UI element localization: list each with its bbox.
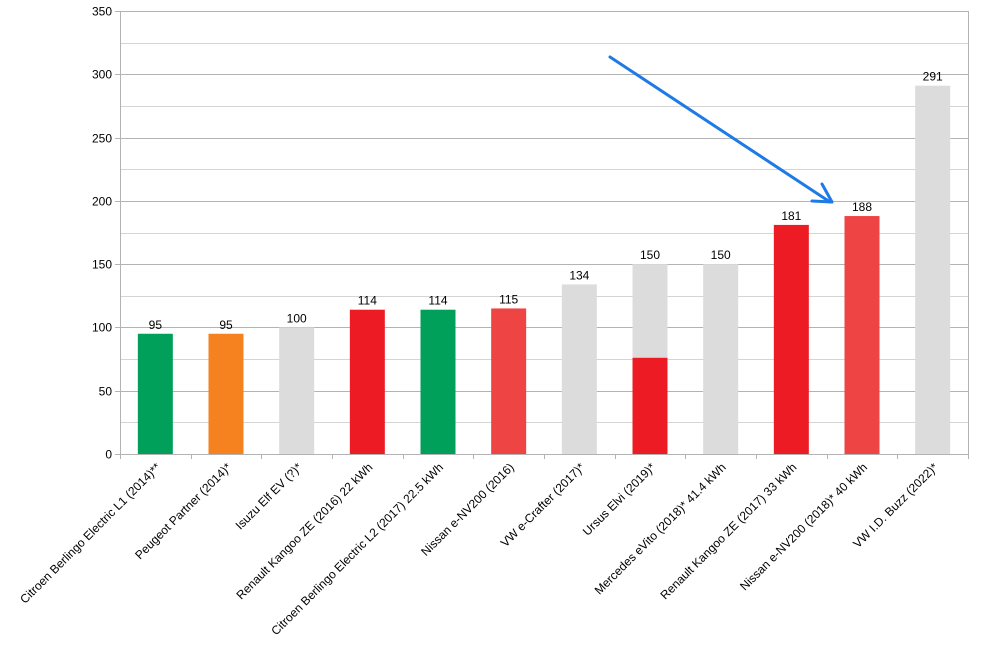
y-tick-label: 0 (105, 448, 112, 462)
bar (137, 333, 173, 454)
y-tick-label: 100 (92, 321, 112, 335)
bar-value-label: 188 (852, 200, 872, 214)
bar (279, 327, 315, 454)
category-label: Citroen Berlingo Electric L1 (2014)** (17, 460, 163, 606)
bars (137, 85, 951, 455)
axes: 0 50 100 150 200 250 300 350 (92, 5, 969, 462)
bar (420, 309, 456, 454)
bar-value-label: 115 (499, 292, 518, 306)
bar-value-label: 150 (640, 248, 660, 262)
annotation-arrow (608, 55, 834, 204)
data-labels: 95 95 100 114 114 115 134 150 150 181 188 291 (149, 70, 943, 332)
category-labels: Citroen Berlingo Electric L1 (2014)**Peu… (17, 460, 941, 638)
bar (703, 264, 739, 454)
y-tick-label: 50 (99, 385, 113, 399)
grid-lines (115, 11, 968, 455)
category-label: Isuzu Elf EV (?)* (233, 460, 305, 532)
bar (915, 85, 951, 455)
category-label: Mercedes eVito (2018)* 41.4 kWh (592, 460, 729, 597)
bar-value-label: 95 (149, 318, 163, 332)
bar (773, 224, 809, 454)
bar-value-label: 95 (219, 318, 233, 332)
bar (491, 308, 527, 454)
bar (844, 216, 880, 454)
y-tick-label: 250 (92, 132, 112, 146)
y-tick-label: 150 (92, 258, 112, 272)
arrow-shaft (608, 55, 832, 204)
category-label: Nissan e-NV200 (2018)* 40 kWh (737, 460, 870, 593)
y-tick-label: 350 (92, 5, 112, 19)
bar (349, 309, 385, 454)
bar (561, 284, 597, 454)
bar-value-label: 134 (569, 268, 589, 282)
y-tick-label: 200 (92, 195, 112, 209)
bar-value-label: 291 (923, 70, 943, 84)
bar-value-label: 150 (711, 248, 731, 262)
bar-overlay-segment (632, 357, 668, 454)
bar-value-label: 114 (428, 294, 447, 308)
bar-value-label: 100 (287, 311, 307, 325)
bar-value-label: 114 (358, 294, 377, 308)
category-label: Renault Kangoo ZE (2016) 22 kWh (233, 460, 375, 602)
bar-value-label: 181 (781, 209, 801, 223)
arrow-head (810, 182, 834, 204)
category-label: Renault Kangoo ZE (2017) 33 kWh (657, 460, 799, 602)
bar (208, 333, 244, 454)
category-label: Ursus Elvi (2019)* (580, 460, 659, 539)
y-tick-label: 300 (92, 68, 112, 82)
